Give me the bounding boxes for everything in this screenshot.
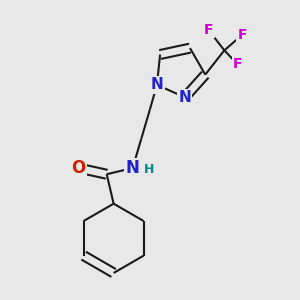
- Text: F: F: [204, 23, 214, 37]
- Text: H: H: [144, 163, 154, 176]
- Text: N: N: [178, 90, 191, 105]
- Text: F: F: [233, 57, 242, 71]
- Text: N: N: [126, 159, 140, 177]
- Text: O: O: [71, 159, 85, 177]
- Text: N: N: [151, 77, 163, 92]
- Text: F: F: [238, 28, 247, 42]
